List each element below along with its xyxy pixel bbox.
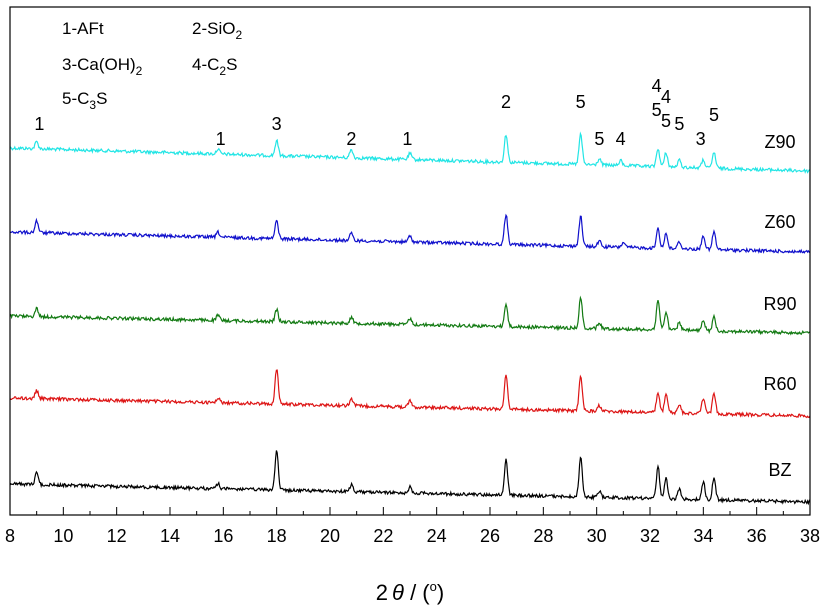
series-line-r60 (9, 369, 811, 419)
peak-label: 2 (346, 129, 356, 149)
legend-entry: 4-C2S (192, 55, 237, 78)
x-tick-label: 16 (213, 526, 233, 546)
peak-label: 4 (661, 87, 671, 107)
peak-label: 4 (652, 76, 662, 96)
series-line-z60 (9, 213, 811, 254)
series-line-r90 (9, 295, 811, 336)
series-labels: Z90 Z60 R90 R60 BZ (763, 132, 796, 480)
x-axis-title-close: ) (437, 580, 444, 605)
peak-label: 3 (272, 114, 282, 134)
peak-label: 5 (594, 129, 604, 149)
series-label-z90: Z90 (764, 132, 795, 152)
x-axis-title-degree: o (430, 579, 437, 594)
peak-label: 3 (696, 129, 706, 149)
series-label-r90: R90 (763, 294, 796, 314)
x-tick-label: 10 (53, 526, 73, 546)
x-tick-label: 34 (693, 526, 713, 546)
legend-entry: 2-SiO2 (192, 19, 242, 42)
x-tick-label: 36 (747, 526, 767, 546)
plot-frame (9, 6, 811, 516)
series-layer (9, 131, 811, 506)
peak-label: 1 (402, 129, 412, 149)
x-axis-title-main: 2 (376, 580, 388, 605)
legend-entry: 3-Ca(OH)2 (62, 55, 143, 78)
x-axis-title-sep: / ( (404, 580, 430, 605)
x-tick-label: 8 (5, 526, 15, 546)
x-tick-label: 18 (267, 526, 287, 546)
legend-entry: 5-C3S (62, 89, 107, 112)
x-tick-label: 30 (587, 526, 607, 546)
peak-label: 1 (34, 114, 44, 134)
x-tick-label: 32 (640, 526, 660, 546)
x-tick-label: 38 (800, 526, 820, 546)
legend: 1-AFt 2-SiO2 3-Ca(OH)2 4-C2S 5-C3S (62, 19, 242, 112)
series-line-bz (9, 450, 811, 506)
series-line-z90 (9, 131, 811, 174)
x-ticks: 8 10 12 14 16 18 20 22 24 26 28 30 32 34 36 38 (5, 507, 820, 546)
peak-label: 5 (661, 111, 671, 131)
x-tick-label: 24 (427, 526, 447, 546)
x-tick-label: 26 (480, 526, 500, 546)
peak-label: 4 (616, 129, 626, 149)
x-tick-label: 14 (160, 526, 180, 546)
legend-entry: 1-AFt (62, 19, 104, 38)
series-label-z60: Z60 (764, 212, 795, 232)
x-tick-label: 28 (533, 526, 553, 546)
peak-label: 5 (652, 100, 662, 120)
peak-label: 2 (501, 92, 511, 112)
x-tick-label: 20 (320, 526, 340, 546)
x-tick-label: 12 (107, 526, 127, 546)
x-axis-title-theta: θ (392, 580, 404, 605)
peak-label: 5 (674, 114, 684, 134)
peak-label: 5 (576, 92, 586, 112)
series-label-bz: BZ (768, 460, 791, 480)
x-tick-label: 22 (373, 526, 393, 546)
peak-label: 5 (709, 105, 719, 125)
series-label-r60: R60 (763, 374, 796, 394)
peak-label: 1 (216, 129, 226, 149)
